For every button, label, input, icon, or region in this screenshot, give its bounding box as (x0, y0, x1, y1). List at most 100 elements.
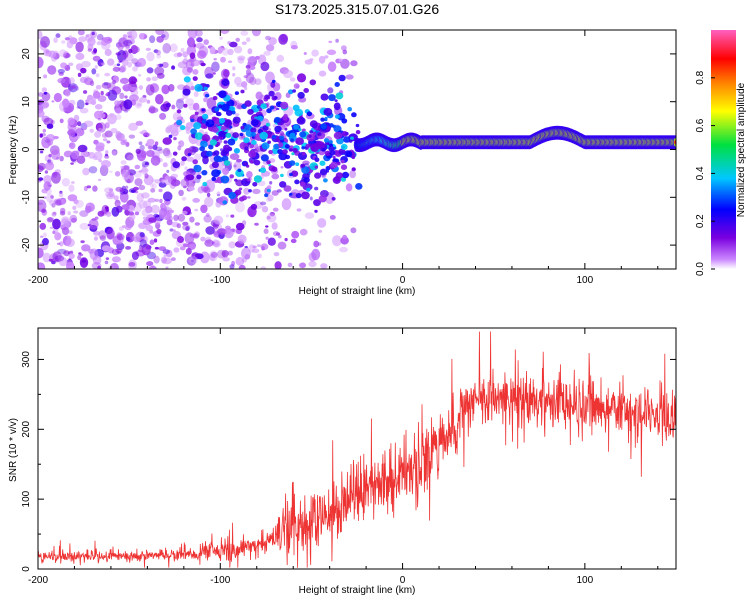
spectrogram-noise-cell (269, 181, 273, 185)
spectrogram-xtick-label: 100 (577, 275, 594, 286)
spectrogram-noise-cell (205, 226, 215, 235)
spectrogram-cluster-cell (244, 100, 252, 107)
spectrogram-noise-cell (54, 232, 62, 241)
spectrogram-noise-cell (180, 160, 185, 166)
spectrogram-noise-cell (68, 253, 75, 259)
spectrogram-noise-cell (101, 160, 111, 168)
spectrogram-noise-cell (38, 247, 44, 259)
snr-xlabel: Height of straight line (km) (299, 585, 416, 596)
spectrogram-noise-cell (50, 195, 54, 199)
spectrogram-cluster-cell (300, 163, 306, 168)
spectrogram-noise-cell (128, 76, 137, 85)
spectrogram-cluster-cell (228, 192, 237, 199)
spectrogram-cluster-cell (211, 161, 219, 169)
spectrogram-cluster-cell (340, 159, 345, 164)
spectrogram-noise-cell (203, 97, 209, 103)
spectrogram-noise-cell (345, 183, 353, 192)
spectrogram-noise-cell (173, 214, 179, 221)
spectrogram-noise-cell (70, 135, 77, 142)
spectrogram-noise-cell (225, 225, 231, 230)
spectrogram-noise-cell (219, 148, 224, 152)
spectrogram-noise-cell (245, 64, 251, 69)
snr-ytick-label: 300 (21, 351, 32, 368)
spectrogram-noise-cell (265, 236, 269, 240)
spectrogram-noise-cell (106, 140, 111, 144)
spectrogram-cluster-cell (344, 150, 352, 158)
spectrogram-noise-cell (177, 52, 183, 57)
spectrogram-noise-cell (92, 55, 101, 62)
spectrogram-noise-cell (107, 58, 115, 66)
spectrogram-noise-cell (342, 49, 348, 55)
spectrogram-noise-cell (138, 184, 146, 191)
colorbar-tick-label: 0.8 (695, 70, 706, 84)
spectrogram-noise-cell (47, 217, 55, 222)
spectrogram-noise-cell (298, 262, 306, 268)
spectrogram-noise-cell (80, 67, 87, 74)
spectrogram-noise-cell (185, 174, 195, 181)
snr-xtick-label: -200 (28, 575, 48, 586)
spectrogram-noise-cell (156, 228, 162, 235)
spectrogram-xtick-label: -100 (210, 275, 230, 286)
spectrogram-noise-cell (46, 217, 54, 223)
spectrogram-cluster-cell (335, 172, 344, 179)
spectrogram-cluster-cell (172, 161, 180, 169)
spectrogram-cluster-cell (320, 117, 325, 122)
spectrogram-noise-cell (68, 184, 75, 192)
spectrogram-noise-cell (266, 185, 272, 190)
spectrogram-cluster-cell (268, 90, 275, 97)
spectrogram-noise-cell (145, 224, 154, 232)
spectrogram-noise-cell (321, 174, 326, 179)
spectrogram-noise-cell (51, 260, 56, 265)
spectrogram-noise-cell (128, 122, 139, 131)
spectrogram-noise-cell (97, 95, 107, 102)
spectrogram-cluster-cell (256, 105, 261, 109)
spectrogram-noise-cell (53, 37, 58, 43)
spectrogram-noise-cell (145, 205, 153, 214)
spectrogram-cluster-cell (273, 96, 278, 100)
spectrogram-noise-cell (108, 190, 115, 198)
spectrogram-noise-cell (146, 77, 152, 82)
spectrogram-noise-cell (271, 222, 278, 230)
spectrogram-noise-cell (58, 192, 64, 198)
spectrogram-noise-cell (125, 226, 132, 231)
spectrogram-noise-cell (293, 83, 300, 89)
spectrogram-noise-cell (105, 208, 110, 212)
spectrogram-noise-cell (71, 181, 75, 184)
spectrogram-noise-cell (241, 82, 247, 87)
spectrogram-noise-cell (146, 51, 155, 62)
spectrogram-noise-cell (189, 216, 195, 223)
spectrogram-noise-cell (146, 138, 155, 145)
spectrogram-noise-cell (200, 62, 206, 67)
spectrogram-noise-cell (159, 112, 167, 120)
spectrogram-noise-cell (153, 213, 159, 218)
spectrogram-cluster-cell (202, 113, 209, 120)
spectrogram-cluster-cell (331, 197, 336, 201)
spectrogram-cluster-cell (182, 88, 191, 96)
spectrogram-noise-cell (185, 59, 194, 70)
spectrogram-noise-cell (225, 214, 229, 218)
spectrogram-noise-cell (164, 175, 172, 186)
spectrogram-noise-cell (328, 40, 333, 44)
spectrogram-noise-cell (68, 62, 74, 67)
spectrogram-noise-cell (156, 49, 161, 56)
spectrogram-noise-cell (97, 210, 105, 217)
spectrogram-noise-cell (311, 248, 321, 261)
spectrogram-noise-cell (51, 171, 61, 184)
spectrogram-noise-cell (349, 170, 356, 179)
spectrogram-cluster-cell (260, 154, 269, 162)
spectrogram-noise-cell (238, 187, 243, 191)
spectrogram-noise-cell (165, 150, 171, 155)
spectrogram-noise-cell (324, 55, 329, 59)
spectrogram-cluster-cell (283, 116, 288, 121)
spectrogram-noise-cell (254, 55, 260, 60)
spectrogram-cluster-cell (301, 191, 310, 200)
spectrogram-noise-cell (245, 68, 252, 76)
spectrogram-noise-cell (238, 264, 246, 269)
spectrogram-noise-cell (114, 171, 121, 177)
spectrogram-cluster-cell (341, 171, 350, 179)
spectrogram-cluster-cell (213, 150, 220, 156)
spectrogram-noise-cell (151, 178, 156, 183)
spectrogram-noise-cell (276, 54, 285, 63)
spectrogram-cluster-cell (233, 148, 240, 154)
spectrogram-noise-cell (150, 188, 156, 193)
